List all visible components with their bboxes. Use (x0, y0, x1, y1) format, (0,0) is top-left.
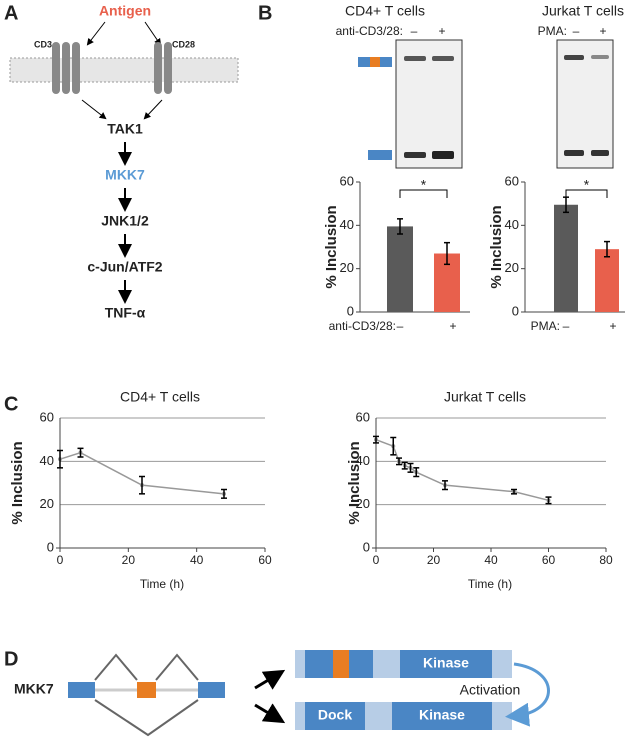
y-axis-label: % Inclusion (9, 441, 26, 524)
domain-label: Kinase (419, 707, 465, 723)
x-tick-label: – (397, 319, 404, 333)
blot-lane: – (411, 24, 418, 38)
domain-label: Kinase (423, 655, 469, 671)
y-tick-label: 20 (356, 496, 370, 511)
x-tick-label: 60 (542, 553, 556, 567)
blot-lane: + (438, 24, 445, 38)
significance-bracket (399, 189, 448, 198)
y-tick-label: 60 (356, 409, 370, 424)
y-tick-label: 40 (340, 217, 354, 232)
x-tick-label: 0 (373, 553, 380, 567)
x-tick-label: 60 (258, 553, 272, 567)
bar (387, 226, 413, 312)
y-tick-label: 40 (40, 453, 54, 468)
x-tick-label: + (609, 319, 616, 333)
bar (595, 249, 619, 312)
y-tick-label: 0 (47, 539, 54, 554)
activation-label: Activation (460, 682, 521, 698)
x-tick-label: 0 (57, 553, 64, 567)
x-axis-label: Time (h) (140, 577, 184, 591)
x-tick-label: 20 (122, 553, 136, 567)
y-tick-label: 20 (505, 260, 519, 275)
x-tick-label: 80 (599, 553, 613, 567)
panel-label: D (4, 648, 18, 670)
x-tick-label: 20 (427, 553, 441, 567)
bar (554, 204, 578, 312)
pathway-step: TNF-α (105, 305, 146, 321)
y-axis-label: % Inclusion (488, 205, 505, 288)
significance-bracket (565, 189, 608, 198)
blot-lane: – (573, 24, 580, 38)
chart-title: Jurkat T cells (444, 389, 526, 405)
pathway-step: TAK1 (107, 121, 143, 137)
y-tick-label: 20 (40, 496, 54, 511)
blot-lane: + (599, 24, 606, 38)
blot: anti-CD3/28: – + PMA: – + (336, 24, 614, 169)
blot-treatment: anti-CD3/28: (336, 24, 403, 38)
y-tick-label: 0 (363, 539, 370, 554)
data-line (59, 451, 225, 495)
x-tick-label: 40 (484, 553, 498, 567)
pathway-step: c-Jun/ATF2 (87, 259, 162, 275)
x-axis-label: PMA: (531, 319, 560, 333)
receptor-label: CD3 (34, 39, 52, 49)
blot-treatment: PMA: (538, 24, 567, 38)
pathway: Antigen CD3 CD28 TAK1 MKK7 JNK1/2 c-Jun/… (9, 3, 239, 321)
chart-title: Jurkat T cells (542, 3, 624, 19)
pathway-step: JNK1/2 (101, 213, 149, 229)
y-tick-label: 60 (505, 173, 519, 188)
y-tick-label: 60 (340, 173, 354, 188)
domain-label: Dock (318, 707, 352, 723)
chart-title: CD4+ T cells (345, 3, 425, 19)
panel-label: B (258, 2, 272, 24)
y-axis-label: % Inclusion (346, 441, 363, 524)
antigen: Antigen (99, 3, 151, 19)
panel-label: C (4, 393, 18, 415)
significance-label: * (584, 177, 590, 193)
chart-title: CD4+ T cells (120, 389, 200, 405)
y-tick-label: 0 (347, 303, 354, 318)
isoform-diagram: MKK7 Kinase Dock Kinase Activation (14, 650, 550, 737)
y-tick-label: 40 (505, 217, 519, 232)
y-axis-label: % Inclusion (323, 205, 340, 288)
y-tick-label: 40 (356, 453, 370, 468)
panel-label: A (4, 2, 18, 24)
significance-label: * (421, 177, 427, 193)
y-tick-label: 0 (512, 303, 519, 318)
gene-label: MKK7 (14, 681, 54, 697)
receptor-label: CD28 (172, 39, 195, 49)
x-tick-label: + (449, 319, 456, 333)
x-axis-label: anti-CD3/28: (329, 319, 396, 333)
pathway-step: MKK7 (105, 167, 145, 183)
x-tick-label: 40 (190, 553, 204, 567)
data-line (375, 438, 549, 502)
y-tick-label: 20 (340, 260, 354, 275)
x-tick-label: – (563, 319, 570, 333)
y-tick-label: 60 (40, 409, 54, 424)
x-axis-label: Time (h) (468, 577, 512, 591)
